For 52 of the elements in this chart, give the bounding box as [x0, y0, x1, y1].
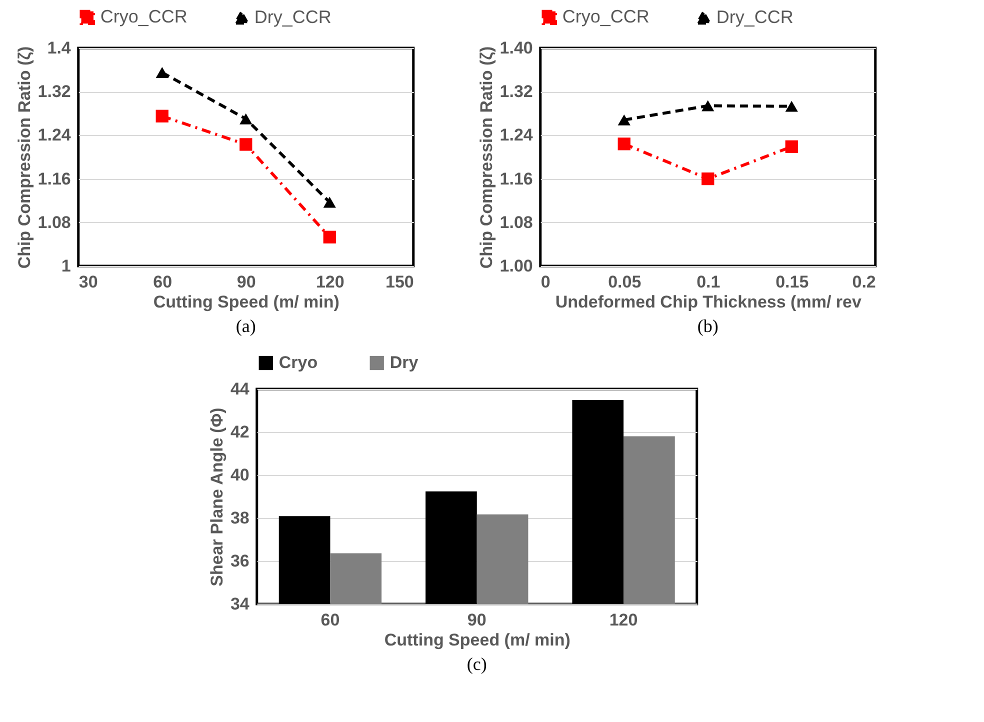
x-tick-label: 30: [78, 272, 98, 292]
point: [702, 100, 714, 112]
x-tick-label: 60: [320, 610, 340, 630]
legend-label: Dry_CCR: [716, 6, 794, 27]
x-axis-title: Cutting Speed (m/ min): [153, 292, 340, 312]
point: [618, 138, 630, 150]
x-tick-label: 120: [609, 610, 638, 630]
y-axis-title: Chip Compression Ratio (ζ): [476, 46, 496, 269]
y-tick-label: 38: [230, 508, 250, 528]
y-tick-label: 42: [230, 422, 250, 442]
legend-label: Cryo: [278, 353, 318, 372]
y-tick-label: 1.00: [500, 256, 533, 276]
legend-label: Dry: [390, 353, 419, 372]
x-tick-label: 0.05: [608, 272, 642, 292]
point: [702, 172, 714, 186]
y-tick-label: 1.40: [500, 38, 533, 58]
y-tick-label: 44: [230, 380, 250, 398]
y-tick-label: 1.32: [38, 82, 71, 102]
point: [785, 100, 798, 112]
y-axis-title: Chip Compression Ratio (ζ): [14, 46, 34, 269]
x-tick-label: 0.1: [696, 272, 720, 292]
legend-label: Dry_CCR: [254, 6, 332, 27]
y-tick-label: 1.4: [47, 38, 72, 58]
x-axis-title: Cutting Speed (m/ min): [384, 630, 570, 650]
y-tick-label: 1.24: [500, 126, 534, 145]
x-tick-label: 60: [153, 272, 172, 292]
y-tick-label: 1.16: [500, 169, 533, 188]
y-tick-label: 1.08: [38, 212, 71, 232]
y-tick-label: 34: [230, 594, 250, 614]
x-tick-label: 0.2: [852, 272, 876, 292]
legend-label: Cryo_CCR: [100, 6, 188, 26]
x-tick-label: 0.15: [776, 272, 809, 292]
point: [785, 140, 798, 153]
point: [618, 114, 630, 126]
text: (b): [697, 316, 718, 336]
legend-label: Cryo_CCR: [562, 6, 650, 26]
text: (c): [466, 654, 487, 674]
y-tick-label: 1.16: [38, 169, 71, 188]
x-axis-title: Undeformed Chip Thickness (mm/ rev: [555, 292, 862, 312]
y-tick-label: 1: [61, 256, 71, 276]
text: (a): [236, 316, 256, 336]
x-tick-label: 120: [316, 272, 344, 292]
x-tick-label: 150: [386, 272, 414, 292]
y-tick-label: 36: [230, 552, 250, 570]
y-tick-label: 40: [230, 466, 250, 484]
x-tick-label: 0: [540, 272, 550, 292]
x-tick-label: 90: [236, 272, 256, 292]
y-tick-label: 1.08: [500, 212, 533, 232]
x-tick-label: 90: [467, 610, 486, 630]
y-axis-title: Shear Plane Angle (Φ): [207, 408, 226, 586]
y-tick-label: 1.32: [500, 82, 533, 102]
y-tick-label: 1.24: [38, 126, 72, 145]
